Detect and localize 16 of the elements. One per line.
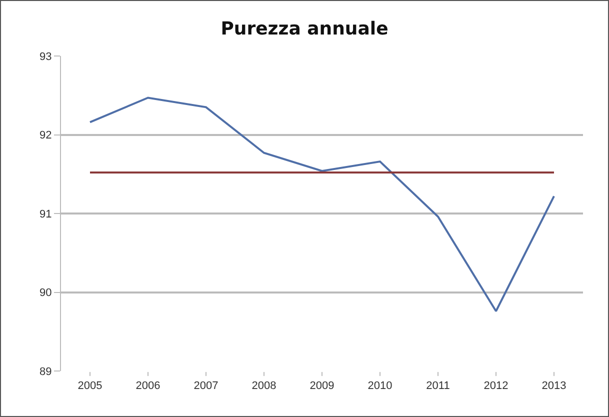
x-tick-label: 2008 — [252, 380, 276, 392]
x-tick-label: 2011 — [426, 380, 450, 392]
y-tick-label: 90 — [40, 287, 52, 300]
y-tick-label: 92 — [40, 130, 52, 142]
x-tick-label: 2010 — [368, 380, 392, 392]
line-series — [89, 96, 555, 312]
y-tick-label: 91 — [40, 208, 52, 220]
x-tick-label: 2005 — [78, 380, 102, 392]
x-tick-label: 2009 — [310, 380, 334, 392]
y-tick-label: 89 — [40, 366, 52, 378]
x-tick-label: 2013 — [542, 380, 566, 392]
x-tick-label: 2012 — [484, 380, 508, 392]
x-tick-label: 2006 — [136, 380, 160, 392]
chart-title: Purezza annuale — [220, 18, 388, 40]
x-tick-label: 2007 — [194, 380, 218, 392]
y-tick-label: 93 — [40, 50, 52, 63]
